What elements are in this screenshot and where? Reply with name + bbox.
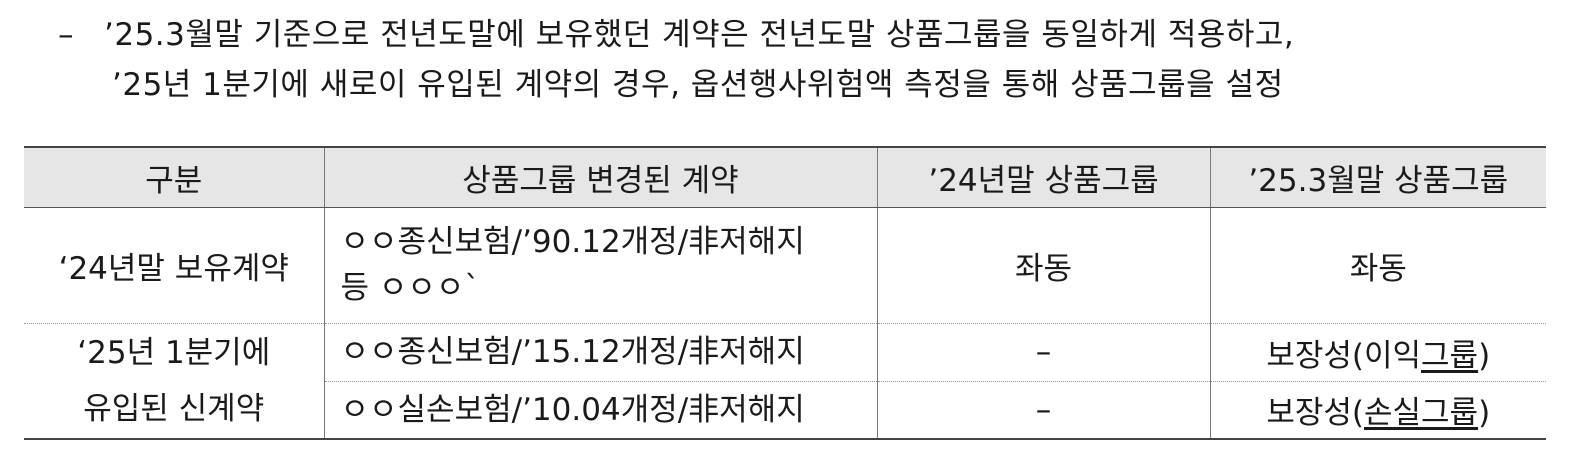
contract-cell: ㅇㅇ종신보험/’90.12개정/非저해지 등 ㅇㅇㅇ` <box>323 207 878 324</box>
group-2024-cell: – <box>876 381 1211 440</box>
intro-paragraph: – ’25.3월말 기준으로 전년도말에 보유했던 계약은 전년도말 상품그룹을 … <box>58 10 1568 110</box>
header-group-2024: ’24년말 상품그룹 <box>876 146 1211 208</box>
category-line-1: ‘25년 1분기에 <box>77 334 271 371</box>
group-2025-suffix: ) <box>1478 395 1491 432</box>
product-group-table: 구분 상품그룹 변경된 계약 ’24년말 상품그룹 ’25.3월말 상품그룹 ‘… <box>24 146 1546 440</box>
category-cell: ‘25년 1분기에 유입된 신계약 <box>24 323 325 440</box>
header-changed-contract: 상품그룹 변경된 계약 <box>323 146 878 208</box>
table-row: ‘25년 1분기에 유입된 신계약 ㅇㅇ종신보험/’15.12개정/非저해지 –… <box>24 323 1546 440</box>
category-line-2: 유입된 신계약 <box>83 390 265 427</box>
group-2025-prefix: 보장성( <box>1266 395 1364 432</box>
table-row: ‘24년말 보유계약 ㅇㅇ종신보험/’90.12개정/非저해지 등 ㅇㅇㅇ` 좌… <box>24 207 1546 324</box>
category-cell: ‘24년말 보유계약 <box>24 207 325 324</box>
group-2025-underlined: 그룹 <box>1421 337 1479 374</box>
bullet-dash: – <box>58 17 74 53</box>
group-2024-cell: 좌동 <box>876 207 1211 324</box>
contract-cell: ㅇㅇ실손보험/’10.04개정/非저해지 <box>324 381 878 440</box>
group-2025-cell: 보장성(이익그룹) <box>1209 323 1546 382</box>
header-category: 구분 <box>24 146 325 208</box>
table-row: ㅇㅇ실손보험/’10.04개정/非저해지 – 보장성(손실그룹) <box>24 381 1546 440</box>
contract-line-2: 등 ㅇㅇㅇ` <box>340 270 480 306</box>
paragraph-line-2: ’25년 1분기에 새로이 유입된 계약의 경우, 옵션행사위험액 측정을 통해… <box>58 60 1568 110</box>
paragraph-line-1: – ’25.3월말 기준으로 전년도말에 보유했던 계약은 전년도말 상품그룹을 … <box>58 10 1568 60</box>
table-header-row: 구분 상품그룹 변경된 계약 ’24년말 상품그룹 ’25.3월말 상품그룹 <box>24 146 1546 208</box>
group-2025-cell: 좌동 <box>1209 207 1546 324</box>
paragraph-text-2: ’25년 1분기에 새로이 유입된 계약의 경우, 옵션행사위험액 측정을 통해… <box>112 67 1284 103</box>
header-group-2025: ’25.3월말 상품그룹 <box>1209 146 1546 208</box>
group-2025-prefix: 보장성(이익 <box>1266 337 1422 374</box>
group-2025-underlined: 손실그룹 <box>1363 395 1479 432</box>
contract-cell: ㅇㅇ종신보험/’15.12개정/非저해지 <box>323 323 878 382</box>
group-2024-cell: – <box>876 323 1211 382</box>
paragraph-text-1: ’25.3월말 기준으로 전년도말에 보유했던 계약은 전년도말 상품그룹을 동… <box>104 17 1295 53</box>
group-2025-suffix: ) <box>1478 337 1491 374</box>
group-2025-cell: 보장성(손실그룹) <box>1209 381 1546 440</box>
contract-line-1: ㅇㅇ종신보험/’90.12개정/非저해지 <box>340 224 805 260</box>
